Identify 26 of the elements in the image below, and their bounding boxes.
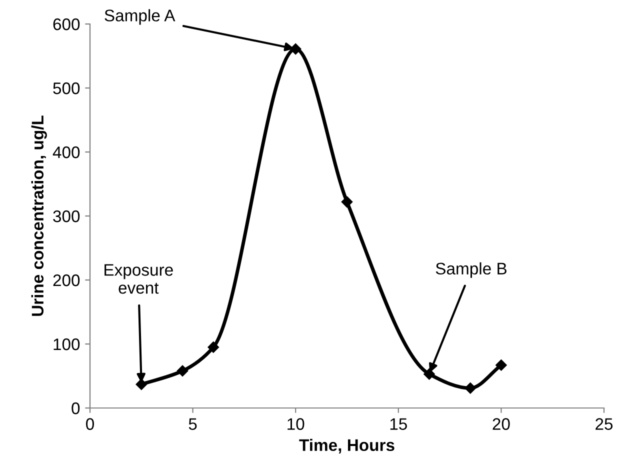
point (424, 368, 435, 380)
x-axis-title: Time, Hours (299, 438, 394, 454)
point (341, 196, 353, 208)
point (496, 360, 507, 371)
y-tick-label: 200 (53, 274, 80, 286)
point (136, 378, 148, 390)
x-tick-label: 20 (492, 418, 510, 430)
y-tick-label: 300 (53, 210, 80, 222)
x-tick-label: 10 (288, 418, 304, 430)
x-tick-label: 15 (390, 418, 407, 430)
x-tick-label: 0 (86, 418, 94, 430)
y-tick-label: 600 (53, 18, 80, 30)
y-tick-label: 400 (52, 146, 80, 158)
y-tick-label: 100 (54, 338, 80, 350)
point (176, 365, 188, 376)
point (208, 342, 219, 353)
y-tick-label: 500 (53, 82, 80, 94)
y-axis-title: Urine concentration, ug/L (31, 116, 47, 316)
annotation: Exposure event (104, 264, 173, 294)
point (290, 43, 302, 55)
x-tick-label: 25 (596, 418, 613, 430)
point (464, 382, 476, 394)
annotation: Sample A (104, 9, 176, 25)
annotation: Sample B (436, 262, 506, 278)
x-tick-label: 5 (188, 418, 197, 430)
y-tick-label: 0 (72, 402, 80, 414)
